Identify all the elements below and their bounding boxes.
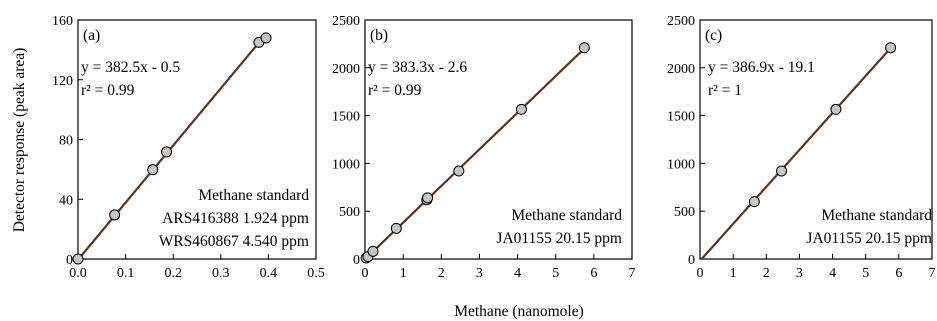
standard-note-line: JA01155 20.15 ppm [496,230,622,247]
y-tick-label: 0 [688,253,695,268]
standard-note-line: Methane standard [821,207,932,224]
data-point [515,103,527,115]
data-point [830,103,842,115]
fit-line [700,46,893,260]
data-point [109,209,121,221]
x-tick-label: 3 [476,266,483,281]
y-tick-label: 1000 [667,157,695,172]
x-tick-label: 4 [829,266,836,281]
chart-panel-2: 0 1 2 3 4 5 6 7 0 500 1000 1500 2000 2500 (b) y = 383.3… [332,14,636,281]
regression-equation: y = 383.3x - 2.6 [368,59,467,76]
data-point [748,196,760,208]
x-tick-label: 7 [629,266,636,281]
data-point [147,164,159,176]
y-tick-label: 1500 [332,110,360,125]
y-tick-label: 2000 [332,62,360,77]
r-squared-label: r² = 1 [708,82,742,99]
y-tick-label: 500 [674,205,695,220]
data-point [776,165,788,177]
fit-line [364,46,587,260]
data-point [390,222,402,234]
plot-frame [364,19,633,260]
panel-label: (c) [705,27,722,44]
x-tick-label: 0 [362,266,369,281]
regression-equation: y = 386.9x - 19.1 [708,59,815,76]
x-tick-label: 0.0 [69,266,87,281]
x-tick-label: 2 [438,266,445,281]
data-point [578,42,590,54]
x-tick-label: 5 [862,266,869,281]
y-tick-label: 120 [52,74,73,89]
standard-note-line: ARS416388 1.924 ppm [162,210,309,227]
x-tick-label: 0.4 [260,266,278,281]
y-tick-label: 80 [59,134,73,149]
panel-label: (b) [370,27,388,44]
x-tick-label: 6 [895,266,902,281]
x-tick-label: 0 [697,266,704,281]
r-squared-label: r² = 0.99 [368,82,422,99]
y-tick-label: 1500 [667,110,695,125]
panel-label: (a) [83,27,100,44]
y-tick-label: 40 [59,193,73,208]
data-point [161,146,173,158]
x-tick-label: 2 [763,266,770,281]
x-tick-label: 1 [730,266,737,281]
plot-frame [699,19,933,260]
x-tick-label: 5 [552,266,559,281]
data-point [260,32,272,44]
y-axis-label: Detector response (peak area) [11,48,28,233]
standard-note-line: WRS460867 4.540 ppm [159,233,309,250]
y-tick-label: 500 [339,205,360,220]
x-tick-label: 3 [796,266,803,281]
standard-note-line: JA01155 20.15 ppm [806,230,932,247]
y-tick-label: 0 [66,253,73,268]
x-tick-label: 7 [929,266,936,281]
x-tick-label: 0.3 [212,266,230,281]
y-tick-label: 160 [52,14,73,29]
data-point [422,192,434,204]
y-tick-label: 1000 [332,157,360,172]
x-tick-label: 1 [400,266,407,281]
x-tick-label: 6 [590,266,597,281]
x-tick-label: 4 [514,266,521,281]
x-tick-label: 0.1 [117,266,135,281]
regression-equation: y = 382.5x - 0.5 [81,59,180,76]
data-point [885,42,897,54]
x-tick-label: 0.2 [164,266,182,281]
chart-panel-3: 0 1 2 3 4 5 6 7 0 500 1000 1500 2000 2500 (c) y = 386.9… [667,14,936,281]
y-tick-label: 2500 [332,14,360,29]
standard-note-line: Methane standard [198,187,309,204]
y-tick-label: 2500 [667,14,695,29]
data-point [367,245,379,257]
standard-note-line: Methane standard [511,207,622,224]
x-tick-label: 0.5 [307,266,325,281]
y-tick-label: 2000 [667,62,695,77]
chart-panel-1: 0.0 0.1 0.2 0.3 0.4 0.5 0 40 80 120 160 (a) y = 382.… [52,14,325,281]
y-tick-label: 0 [353,253,360,268]
data-point [72,253,84,265]
r-squared-label: r² = 0.99 [81,82,135,99]
x-axis-label: Methane (nanomole) [454,303,584,320]
data-point [453,165,465,177]
